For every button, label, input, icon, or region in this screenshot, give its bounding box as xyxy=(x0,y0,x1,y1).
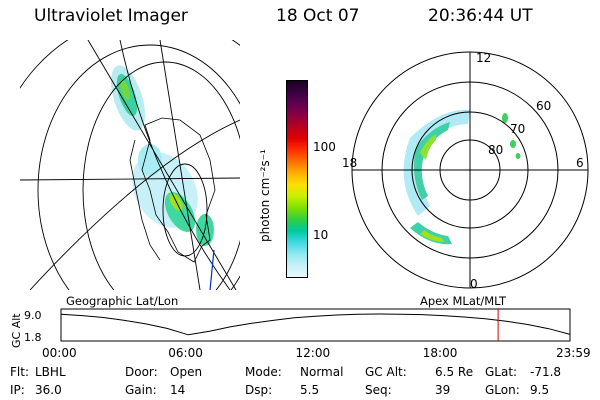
footer-value: 14 xyxy=(170,383,186,397)
right-map-caption: Apex MLat/MLT xyxy=(420,294,507,308)
date-label: 18 Oct 07 xyxy=(276,6,360,26)
footer-value: 5.5 xyxy=(300,383,320,397)
footer-value: LBHL xyxy=(35,365,66,379)
footer-value: Open xyxy=(170,365,203,379)
lat-label-60: 60 xyxy=(536,99,551,113)
footer-label: Seq: xyxy=(365,383,392,397)
left-aurora-emission xyxy=(111,65,214,246)
altitude-series-line xyxy=(60,313,571,336)
footer-label: Dsp: xyxy=(245,383,273,397)
mlt-label-6: 6 xyxy=(576,156,584,170)
time-label: 20:36:44 UT xyxy=(428,6,533,26)
left-map-caption: Geographic Lat/Lon xyxy=(66,294,179,308)
footer-value: 36.0 xyxy=(35,383,62,397)
footer-value: 6.5 Re xyxy=(435,365,474,379)
footer-value: Normal xyxy=(300,365,344,379)
geographic-map xyxy=(20,40,240,290)
mlt-label-18: 18 xyxy=(342,156,357,170)
footer-label: Flt: xyxy=(10,365,29,379)
gc-altitude-chart: GC Alt 9.0 1.8 00:00 06:00 12:00 18:00 23:59 xyxy=(10,308,591,360)
x-tick-label: 23:59 xyxy=(556,346,591,360)
footer-label: IP: xyxy=(10,383,25,397)
colorbar-gradient xyxy=(287,81,307,277)
footer-label: Mode: xyxy=(245,365,282,379)
instrument-title: Ultraviolet Imager xyxy=(34,6,188,26)
mlt-label-0: 0 xyxy=(470,277,478,290)
colorbar-tick-10: 10 xyxy=(313,228,329,242)
colorbar xyxy=(286,80,308,278)
altitude-plot-frame xyxy=(60,308,571,342)
x-tick-label: 12:00 xyxy=(296,346,331,360)
footer-label: GC Alt: xyxy=(365,365,407,379)
y-tick-high: 9.0 xyxy=(24,309,42,322)
colorbar-unit-label: photon cm⁻²s⁻¹ xyxy=(258,149,272,242)
lat-label-70: 70 xyxy=(510,122,525,136)
lat-label-80: 80 xyxy=(488,143,503,157)
footer-label: Door: xyxy=(125,365,158,379)
footer-label: GLon: xyxy=(485,383,520,397)
x-tick-label: 06:00 xyxy=(168,346,203,360)
footer-value: 39 xyxy=(435,383,451,397)
right-aurora-emission xyxy=(403,109,521,245)
colorbar-tick-100: 100 xyxy=(313,140,336,154)
footer-label: GLat: xyxy=(485,365,518,379)
mlt-label-12: 12 xyxy=(476,51,491,65)
footer-value: -71.8 xyxy=(530,365,562,379)
y-tick-low: 1.8 xyxy=(24,331,42,344)
altitude-axis-label: GC Alt xyxy=(10,313,23,348)
x-tick-label: 18:00 xyxy=(423,346,458,360)
footer-label: Gain: xyxy=(125,383,157,397)
x-tick-label: 00:00 xyxy=(42,346,77,360)
footer-value: 9.5 xyxy=(530,383,550,397)
mlat-mlt-polar-plot: 12 18 6 0 60 70 80 xyxy=(342,51,589,290)
